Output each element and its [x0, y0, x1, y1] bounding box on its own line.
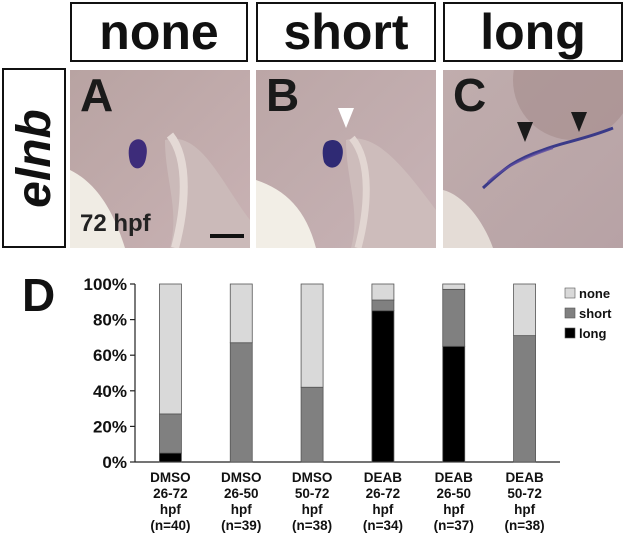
x-category-label: (n=37) — [434, 518, 474, 533]
micrograph-c-image — [443, 70, 623, 248]
x-category-label: hpf — [160, 502, 181, 517]
micrograph-b-image — [256, 70, 436, 248]
micrograph-a-image — [70, 70, 250, 248]
y-tick-label: 60% — [93, 346, 127, 365]
bar-short — [300, 386, 324, 463]
x-category-label: hpf — [514, 502, 535, 517]
x-category-label: (n=39) — [221, 518, 261, 533]
scale-bar — [210, 234, 244, 238]
panel-letter-d: D — [22, 269, 56, 321]
header-long: long — [443, 2, 623, 62]
x-category-label: hpf — [443, 502, 464, 517]
header-short: short — [256, 2, 436, 62]
bar-none — [513, 283, 536, 337]
x-category-label: (n=38) — [292, 518, 332, 533]
gene-label-box: elnb — [2, 68, 66, 248]
x-category-label: DMSO — [221, 470, 262, 485]
panel-letter-b: B — [266, 70, 300, 121]
bar-long — [371, 310, 395, 463]
x-category-label: 26-72 — [153, 486, 188, 501]
x-category-label: 50-72 — [295, 486, 330, 501]
bar-long — [159, 452, 182, 463]
legend-label-short: short — [579, 306, 612, 321]
bar-none — [442, 283, 466, 290]
panel-letter-c: C — [453, 70, 487, 121]
x-category-label: DEAB — [435, 470, 474, 485]
x-category-label: hpf — [372, 502, 393, 517]
micrograph-panel-a: A 72 hpf — [70, 70, 250, 248]
x-category-label: 50-72 — [507, 486, 542, 501]
x-category-label: DEAB — [364, 470, 403, 485]
x-category-label: (n=40) — [150, 518, 190, 533]
legend-swatch-none — [564, 287, 576, 299]
bar-short — [442, 288, 466, 347]
bar-none — [229, 283, 253, 344]
bar-short — [371, 299, 395, 312]
stage-label: 72 hpf — [80, 210, 151, 237]
micrograph-panel-c: C — [443, 70, 623, 248]
white-arrowhead-icon — [338, 108, 354, 128]
micrograph-panel-b: B — [256, 70, 436, 248]
y-tick-label: 40% — [93, 382, 127, 401]
legend-swatch-short — [564, 307, 576, 319]
black-arrowhead-icon — [517, 122, 533, 142]
bar-short — [229, 342, 253, 463]
bar-short — [513, 335, 536, 463]
x-category-label: (n=38) — [505, 518, 545, 533]
x-category-label: DEAB — [505, 470, 544, 485]
y-tick-label: 0% — [102, 453, 127, 472]
bar-none — [371, 283, 395, 301]
header-none: none — [70, 2, 248, 62]
x-category-label: 26-50 — [224, 486, 259, 501]
gene-label: elnb — [7, 108, 61, 208]
header-short-label: short — [283, 4, 409, 60]
panel-letter-a: A — [80, 70, 114, 121]
stacked-bar-chart: 0%20%40%60%80%100%DMSO26-72hpf(n=40)DMSO… — [84, 275, 613, 533]
x-category-label: (n=34) — [363, 518, 403, 533]
bar-long — [442, 345, 466, 463]
x-category-label: DMSO — [292, 470, 333, 485]
x-category-label: 26-72 — [366, 486, 401, 501]
legend-label-long: long — [579, 326, 606, 341]
x-category-label: hpf — [231, 502, 252, 517]
legend-swatch-long — [564, 327, 576, 339]
bar-none — [300, 283, 324, 388]
black-arrowhead-icon — [571, 112, 587, 132]
y-tick-label: 80% — [93, 311, 127, 330]
bar-none — [159, 283, 182, 415]
x-category-label: 26-50 — [436, 486, 471, 501]
x-category-label: DMSO — [150, 470, 191, 485]
legend-label-none: none — [579, 286, 610, 301]
header-long-label: long — [480, 4, 586, 60]
x-category-label: hpf — [302, 502, 323, 517]
y-tick-label: 20% — [93, 417, 127, 436]
bar-short — [159, 413, 182, 454]
y-tick-label: 100% — [84, 275, 127, 294]
header-none-label: none — [99, 4, 219, 60]
